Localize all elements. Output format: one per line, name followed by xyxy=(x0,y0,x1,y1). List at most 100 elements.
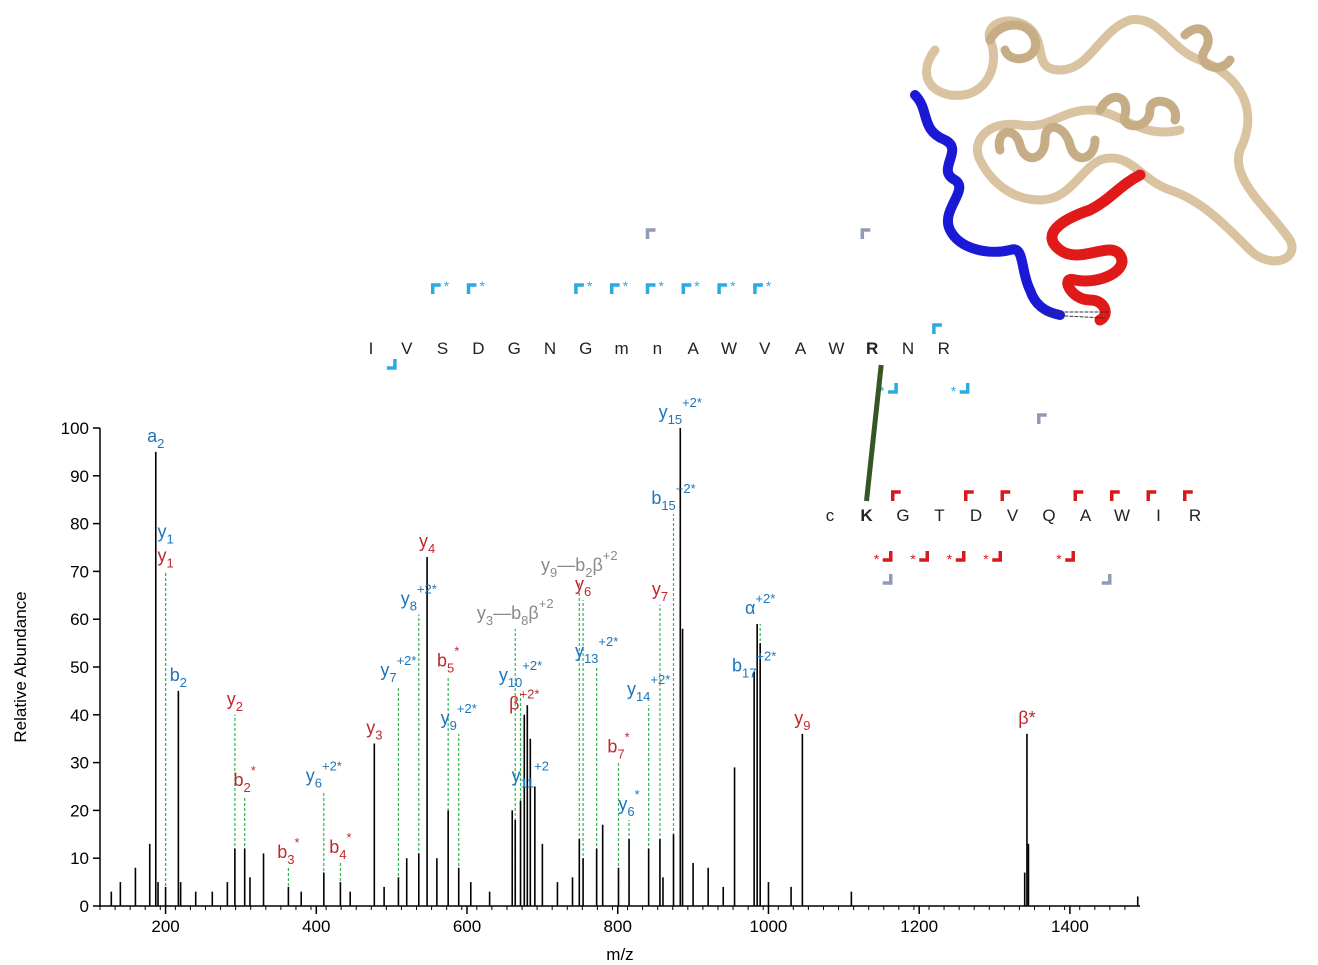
ion-label-part: 2 xyxy=(236,699,243,714)
y-tick-label: 0 xyxy=(80,897,89,916)
ion-label-part: 1 xyxy=(166,555,173,570)
ion-label-part: β xyxy=(509,694,519,714)
ion-label: α+2* xyxy=(745,591,775,618)
fragment-marker xyxy=(919,551,929,562)
fragment-marker xyxy=(955,551,966,562)
ion-label-part: 13 xyxy=(584,651,598,666)
ion-label-part: +2* xyxy=(755,591,775,606)
ion-label-part: 15 xyxy=(668,412,682,427)
ion-label-part: β xyxy=(528,603,538,623)
ion-label: y3 xyxy=(366,717,382,742)
fragment-marker xyxy=(891,490,901,501)
fragment-marker xyxy=(645,228,656,239)
fragment-star: * xyxy=(480,278,486,294)
ion-label-part: b xyxy=(277,842,287,862)
residue: W xyxy=(1114,506,1130,525)
fragment-marker xyxy=(645,283,656,294)
ion-label-part: b xyxy=(651,488,661,508)
ion-label-part: +2* xyxy=(417,581,437,596)
ion-label: β+2* xyxy=(509,687,539,714)
ion-label: b3* xyxy=(277,835,299,867)
ion-label-part: y xyxy=(306,765,315,785)
ion-label-part: +2 xyxy=(603,548,618,563)
y-tick-label: 80 xyxy=(70,515,89,534)
ion-label: y6 xyxy=(575,574,591,599)
ion-label-part: α xyxy=(745,598,755,618)
ion-label-part: y xyxy=(366,717,375,737)
x-tick-label: 600 xyxy=(453,917,481,936)
fragment-star: * xyxy=(587,278,593,294)
ion-label-part: y xyxy=(499,665,508,685)
fragment-marker xyxy=(717,283,728,294)
fragment-marker xyxy=(1037,413,1047,424)
ion-label-part: * xyxy=(346,830,351,845)
fragment-star: * xyxy=(623,278,629,294)
ion-label-part: 15 xyxy=(661,498,675,513)
fragment-marker xyxy=(466,283,477,294)
ion-label-part: y xyxy=(401,588,410,608)
y-tick-label: 30 xyxy=(70,754,89,773)
y-tick-label: 100 xyxy=(61,419,89,438)
ion-label: y1 xyxy=(157,545,173,570)
ion-label-part: 9 xyxy=(803,718,810,733)
protein-structure xyxy=(910,15,1297,326)
x-axis-title: m/z xyxy=(606,945,633,964)
ion-label: b17+2* xyxy=(732,648,776,680)
ion-label-part: y xyxy=(794,708,803,728)
ion-label-part: +2* xyxy=(756,648,776,663)
ion-label-part: 3 xyxy=(375,727,382,742)
ion-label-part: β xyxy=(592,555,602,575)
y-tick-label: 60 xyxy=(70,610,89,629)
ion-label-part: y xyxy=(627,679,636,699)
ion-label: b7* xyxy=(607,730,629,762)
residue: W xyxy=(721,339,737,358)
ion-label-part: —b xyxy=(493,603,521,623)
ion-label: y9 xyxy=(794,708,810,733)
x-tick-label: 200 xyxy=(151,917,179,936)
y-tick-label: 20 xyxy=(70,801,89,820)
ion-label-part: b xyxy=(170,665,180,685)
fragment-marker xyxy=(1073,490,1084,501)
fragment-star: * xyxy=(983,551,989,567)
fragment-marker xyxy=(964,490,974,501)
ion-label-part: 6 xyxy=(315,775,322,790)
ion-label-part: y xyxy=(575,574,584,594)
ion-label: y14+2* xyxy=(627,672,670,704)
residue: n xyxy=(653,339,662,358)
ion-label-part: y xyxy=(541,555,550,575)
residue: A xyxy=(1080,506,1092,525)
crosslink xyxy=(864,364,884,502)
ion-label: β* xyxy=(1018,708,1035,728)
fragment-marker xyxy=(609,283,620,294)
ion-label-part: +2* xyxy=(397,653,417,668)
ion-label-part: 4 xyxy=(339,847,346,862)
ion-label: y13+2* xyxy=(575,634,618,666)
ion-label-part: +2* xyxy=(598,634,618,649)
residue: R xyxy=(938,339,950,358)
ion-label: a2 xyxy=(147,426,164,451)
residue: W xyxy=(828,339,844,358)
ion-label-part: b xyxy=(234,770,244,790)
ion-label: y11 +2 xyxy=(512,758,549,790)
fragment-marker xyxy=(1146,490,1157,501)
ion-label-part: 8 xyxy=(410,598,417,613)
residue: I xyxy=(1156,506,1161,525)
y-tick-label: 90 xyxy=(70,467,89,486)
fragment-star: * xyxy=(766,278,772,294)
ion-label-part: 6 xyxy=(584,584,591,599)
ion-label: b2* xyxy=(234,763,256,795)
ion-label-part: * xyxy=(625,730,630,745)
ion-label-part: 3 xyxy=(287,852,294,867)
ion-label-part: +2 xyxy=(539,596,554,611)
ion-label: y6+2* xyxy=(306,758,342,790)
residue: V xyxy=(1007,506,1019,525)
ion-label-part: 11 xyxy=(521,775,535,790)
fragment-marker xyxy=(1101,574,1112,585)
residue: I xyxy=(369,339,374,358)
ion-label-part: * xyxy=(251,763,256,778)
ion-label-part: y xyxy=(575,641,584,661)
fragment-star: * xyxy=(879,383,885,399)
y-tick-label: 40 xyxy=(70,706,89,725)
ion-label-part: +2* xyxy=(522,658,542,673)
x-tick-label: 1200 xyxy=(900,917,938,936)
